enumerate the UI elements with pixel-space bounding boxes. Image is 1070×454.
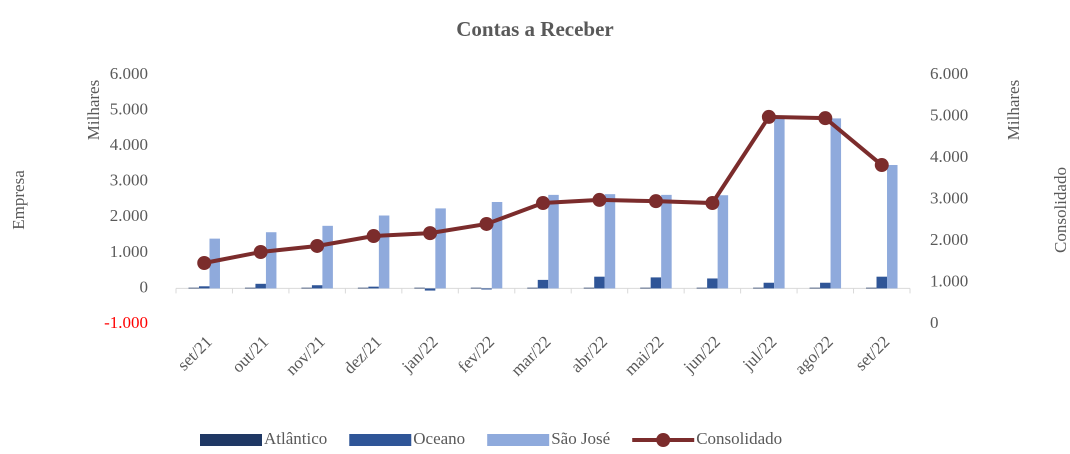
- x-tick-label: abr/22: [567, 332, 611, 376]
- legend-swatch: [200, 434, 262, 446]
- line-point: [536, 196, 550, 211]
- bar: [809, 287, 821, 289]
- bar: [322, 225, 333, 289]
- bar: [650, 277, 662, 289]
- bar: [707, 278, 718, 289]
- line-point: [197, 255, 212, 270]
- y2-axis-unit: Milhares: [1004, 80, 1023, 140]
- line-point: [705, 196, 720, 211]
- y2-tick-label: 1.000: [930, 271, 968, 290]
- bar: [661, 194, 672, 289]
- bar: [188, 287, 199, 289]
- y2-tick-label: 2.000: [930, 230, 968, 249]
- bar: [527, 287, 538, 289]
- bar: [774, 115, 785, 289]
- bar: [435, 208, 446, 289]
- bar: [481, 288, 492, 290]
- bar: [604, 194, 616, 289]
- x-tick-label: nov/21: [282, 332, 329, 379]
- y-tick-label: 1.000: [110, 242, 148, 261]
- x-tick-label: ago/22: [791, 332, 837, 378]
- y-tick-label: 3.000: [110, 171, 148, 190]
- y-tick-label: 5.000: [110, 99, 148, 118]
- legend-label: Consolidado: [696, 429, 782, 448]
- line-point: [423, 226, 438, 241]
- bar: [244, 287, 256, 289]
- bar: [209, 238, 220, 289]
- bar: [696, 287, 708, 289]
- y-tick-label: 6.000: [110, 64, 148, 83]
- legend-label: Atlântico: [264, 429, 327, 448]
- line-point: [648, 194, 663, 209]
- line-point: [761, 109, 776, 124]
- bar: [548, 194, 559, 289]
- y-axis-unit: Milhares: [84, 80, 103, 140]
- bar: [301, 287, 312, 289]
- x-tick-label: fev/22: [454, 332, 498, 376]
- x-tick-label: out/21: [228, 332, 272, 376]
- legend-swatch: [487, 434, 550, 446]
- legend-swatch: [349, 434, 412, 446]
- y2-tick-label: 0: [930, 313, 939, 332]
- x-tick-label: jun/22: [679, 332, 724, 377]
- bar: [491, 201, 503, 289]
- x-tick-label: set/22: [851, 332, 893, 374]
- bar: [763, 282, 775, 289]
- bar: [820, 282, 831, 289]
- bar: [357, 287, 369, 289]
- bar: [830, 118, 842, 289]
- bar: [753, 287, 764, 289]
- y2-axis-label: Consolidado: [1051, 167, 1070, 253]
- x-tick-label: set/21: [174, 332, 216, 374]
- y2-tick-label: 6.000: [930, 64, 968, 83]
- bar: [717, 195, 729, 289]
- bar: [640, 287, 651, 289]
- x-tick-label: mai/22: [621, 332, 668, 379]
- y2-tick-label: 5.000: [930, 105, 968, 124]
- bar: [368, 286, 379, 289]
- y-tick-label: -1.000: [104, 313, 148, 332]
- line-point: [874, 158, 889, 173]
- x-tick-label: jul/22: [738, 332, 780, 374]
- x-tick-label: mar/22: [507, 332, 554, 379]
- bar: [583, 287, 595, 289]
- line-point: [592, 192, 607, 207]
- line-point: [253, 244, 268, 259]
- y-tick-label: 4.000: [110, 135, 148, 154]
- bar: [265, 232, 277, 289]
- line-point: [366, 229, 381, 244]
- legend-marker: [656, 433, 671, 447]
- y-tick-label: 2.000: [110, 206, 148, 225]
- bar: [887, 164, 898, 289]
- bar: [876, 276, 888, 289]
- bar: [424, 288, 436, 291]
- bar: [594, 276, 605, 289]
- bar: [866, 287, 877, 289]
- x-tick-label: dez/21: [340, 332, 385, 377]
- y2-tick-label: 4.000: [930, 147, 968, 166]
- y2-tick-label: 3.000: [930, 188, 968, 207]
- bar: [255, 283, 266, 289]
- line-point: [310, 238, 325, 253]
- bar: [311, 285, 323, 289]
- y-tick-label: 0: [140, 277, 149, 296]
- legend-label: Oceano: [413, 429, 465, 448]
- bar: [414, 287, 425, 289]
- chart-title: Contas a Receber: [456, 17, 613, 41]
- bar: [378, 215, 390, 289]
- bar: [537, 279, 549, 289]
- x-tick-label: jan/22: [397, 332, 441, 376]
- legend-label: São José: [551, 429, 610, 448]
- line-point: [479, 216, 494, 231]
- line-point: [818, 111, 833, 126]
- y-axis-label: Empresa: [9, 170, 28, 230]
- bar: [470, 287, 482, 289]
- bar: [198, 286, 210, 289]
